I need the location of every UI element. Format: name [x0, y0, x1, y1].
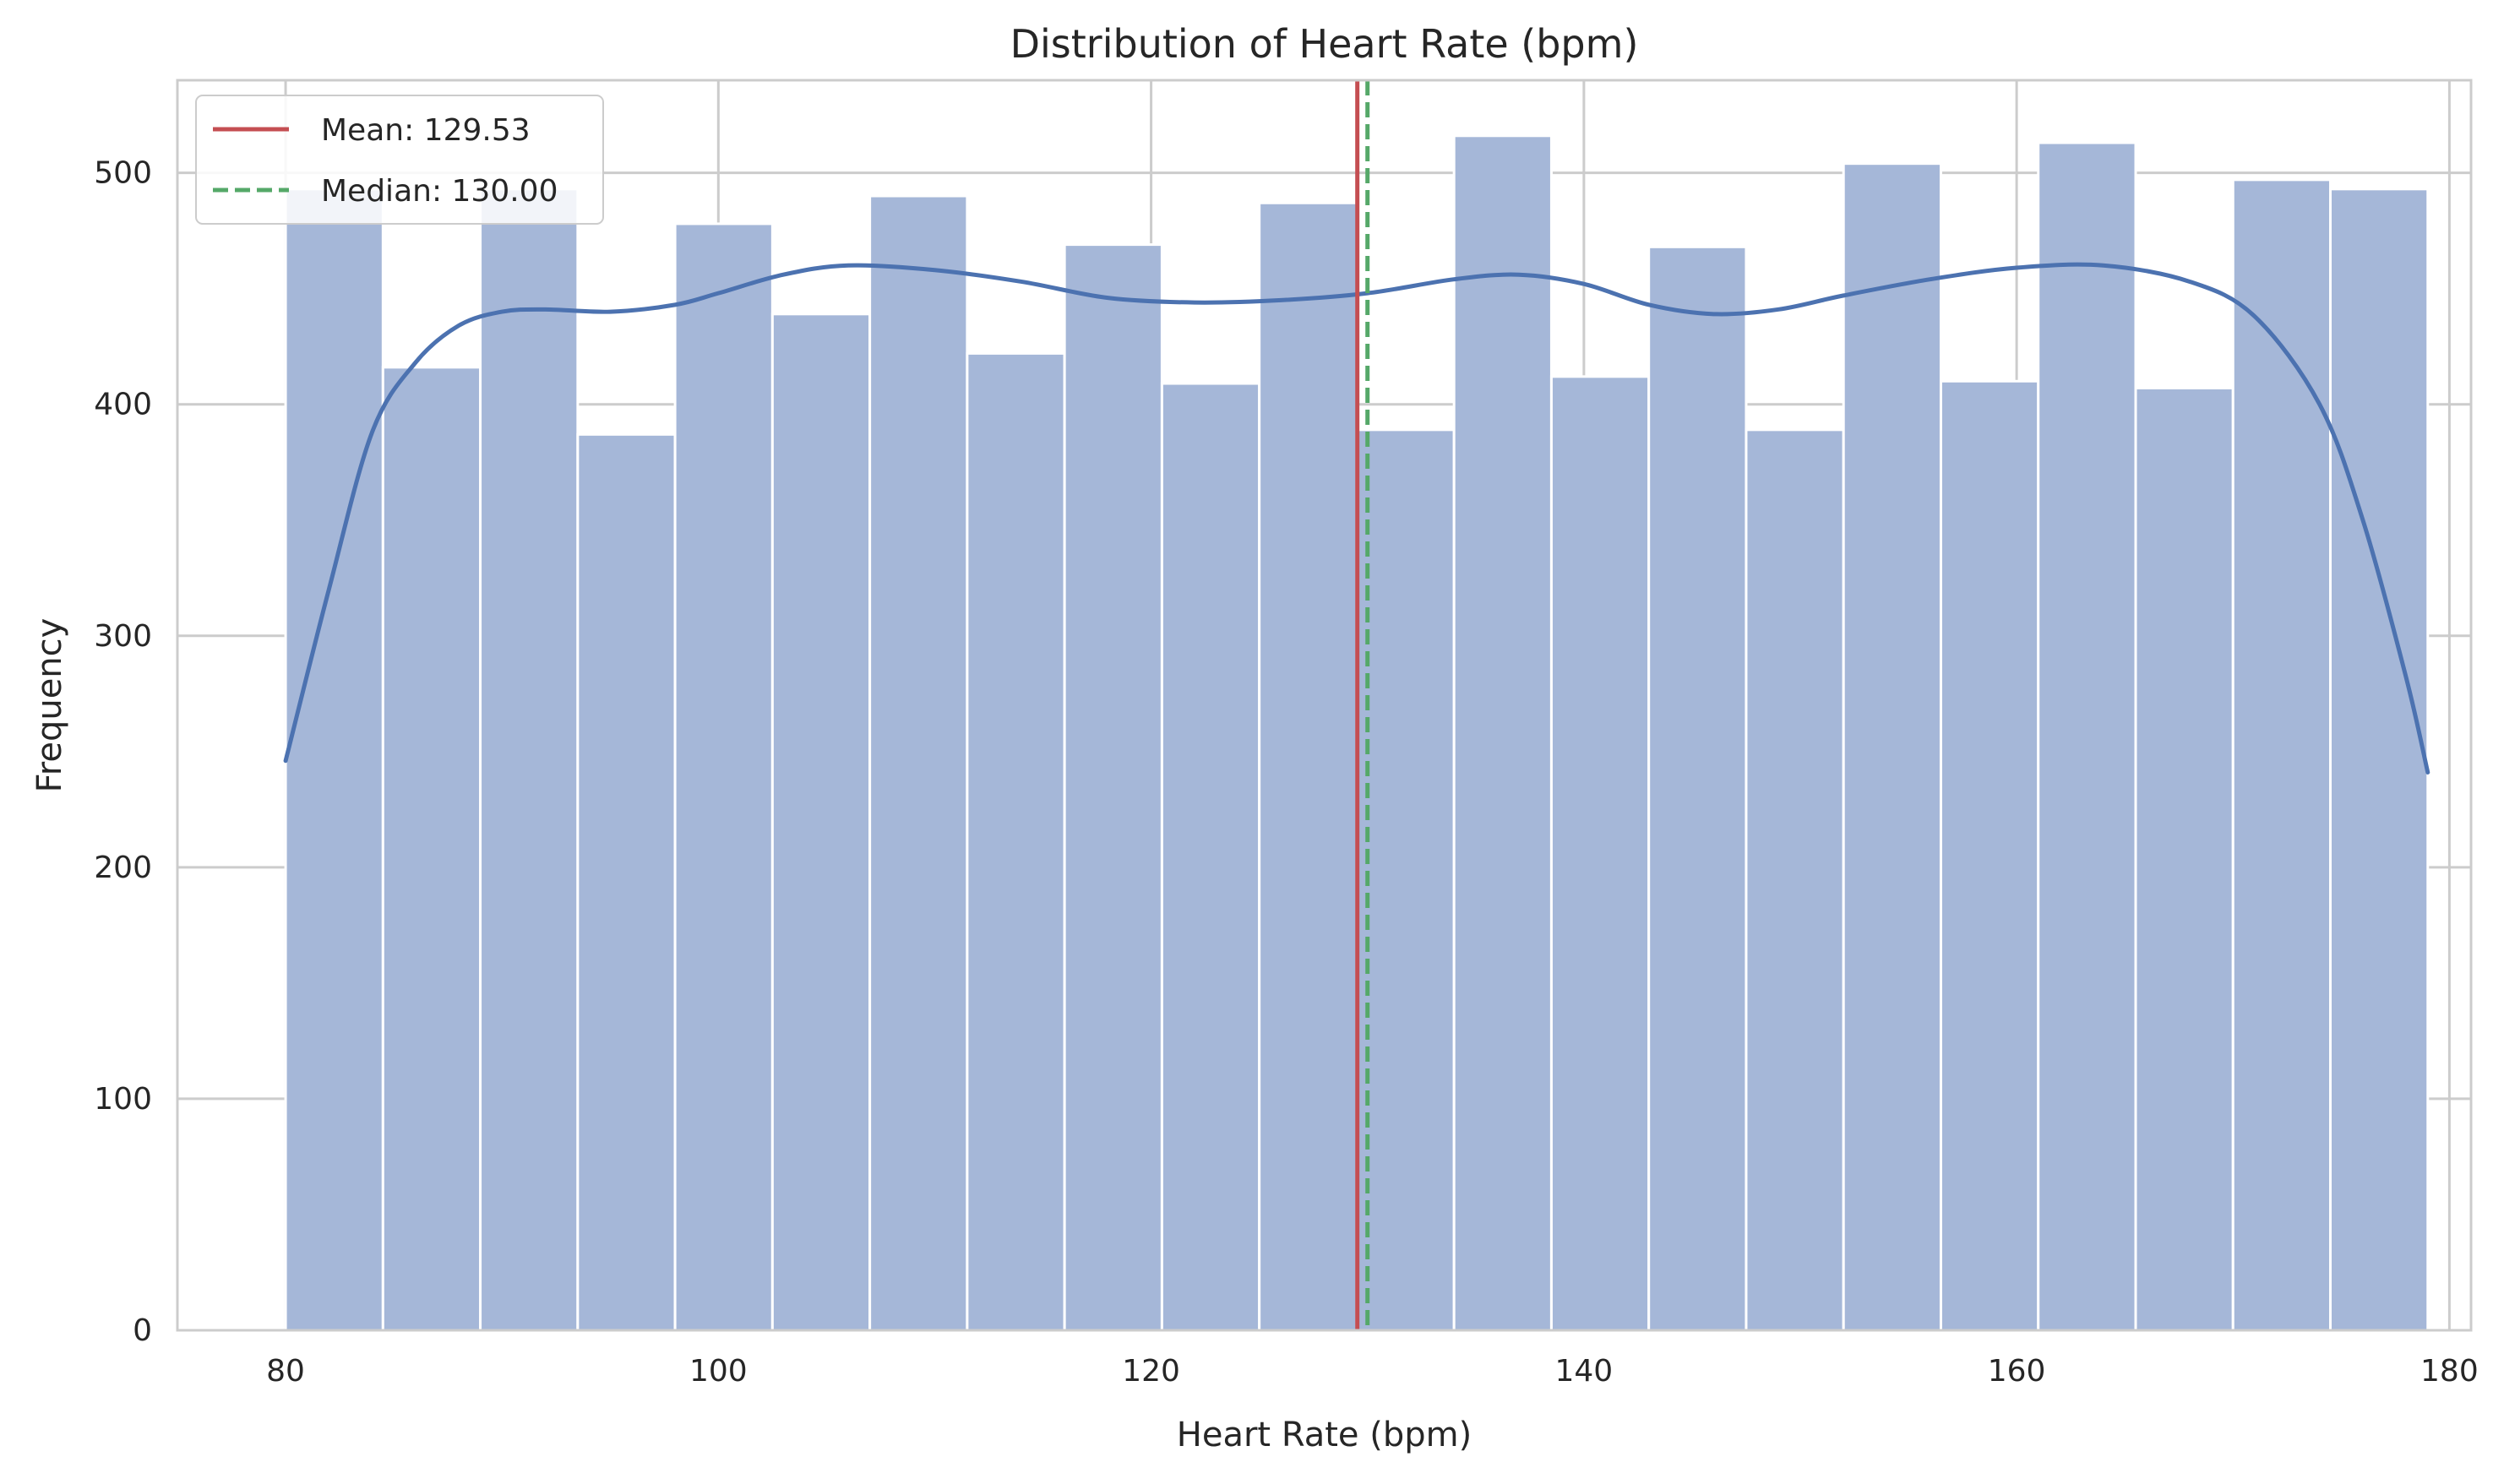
- x-tick-label: 180: [2420, 1354, 2479, 1389]
- histogram-bar: [868, 194, 969, 1332]
- histogram-bar: [1452, 134, 1553, 1332]
- histogram-bar: [2037, 141, 2137, 1332]
- x-tick-label: 120: [1122, 1354, 1180, 1389]
- kde-curve-layer: [283, 262, 2430, 775]
- histogram-bar: [673, 222, 774, 1332]
- kde-curve: [283, 262, 2430, 775]
- y-tick-label: 500: [94, 156, 152, 191]
- y-tick-label: 300: [94, 619, 152, 654]
- x-tick-label: 160: [1988, 1354, 2046, 1389]
- y-tick-label: 400: [94, 388, 152, 422]
- histogram-bar: [1258, 201, 1358, 1332]
- legend-box: [195, 95, 604, 225]
- histogram-bar: [1647, 245, 1748, 1332]
- x-tick-label: 100: [689, 1354, 748, 1389]
- y-axis-label: Frequency: [30, 618, 69, 793]
- histogram-bar: [1160, 382, 1261, 1332]
- legend: Mean: 129.53 Median: 130.00: [195, 95, 604, 225]
- histogram-bar: [770, 313, 872, 1332]
- x-axis-ticks: 80 100 120 140 160 180: [266, 1354, 2479, 1389]
- legend-entry-label: Mean: 129.53: [321, 113, 531, 148]
- histogram-bar: [2134, 387, 2234, 1332]
- y-tick-label: 100: [94, 1082, 152, 1117]
- chart-title: Distribution of Heart Rate (bpm): [1010, 21, 1639, 67]
- histogram-bar: [1549, 375, 1651, 1332]
- histogram-bar: [284, 188, 384, 1332]
- y-tick-label: 200: [94, 851, 152, 885]
- histogram-bar: [1355, 428, 1456, 1332]
- histogram-bar: [1063, 243, 1163, 1332]
- histogram-bar: [2231, 178, 2332, 1332]
- histogram-bar: [1745, 428, 1845, 1332]
- y-tick-label: 0: [133, 1313, 152, 1348]
- x-axis-label: Heart Rate (bpm): [1177, 1416, 1472, 1454]
- reference-lines: [1355, 80, 1370, 1330]
- histogram-bar: [2329, 188, 2430, 1332]
- x-tick-label: 80: [266, 1354, 305, 1389]
- histogram-bar: [576, 432, 677, 1332]
- histogram-bars: [284, 134, 2430, 1332]
- y-axis-ticks: 0 100 200 300 400 500: [94, 156, 152, 1348]
- legend-entry-label: Median: 130.00: [321, 174, 558, 209]
- plot-frame: [176, 79, 2473, 1332]
- histogram-bar: [381, 366, 482, 1332]
- histogram-bar: [1842, 162, 1942, 1332]
- x-tick-label: 140: [1554, 1354, 1613, 1389]
- histogram-bar: [1939, 379, 2040, 1332]
- histogram-bar: [479, 188, 580, 1332]
- histogram-bar: [966, 351, 1066, 1332]
